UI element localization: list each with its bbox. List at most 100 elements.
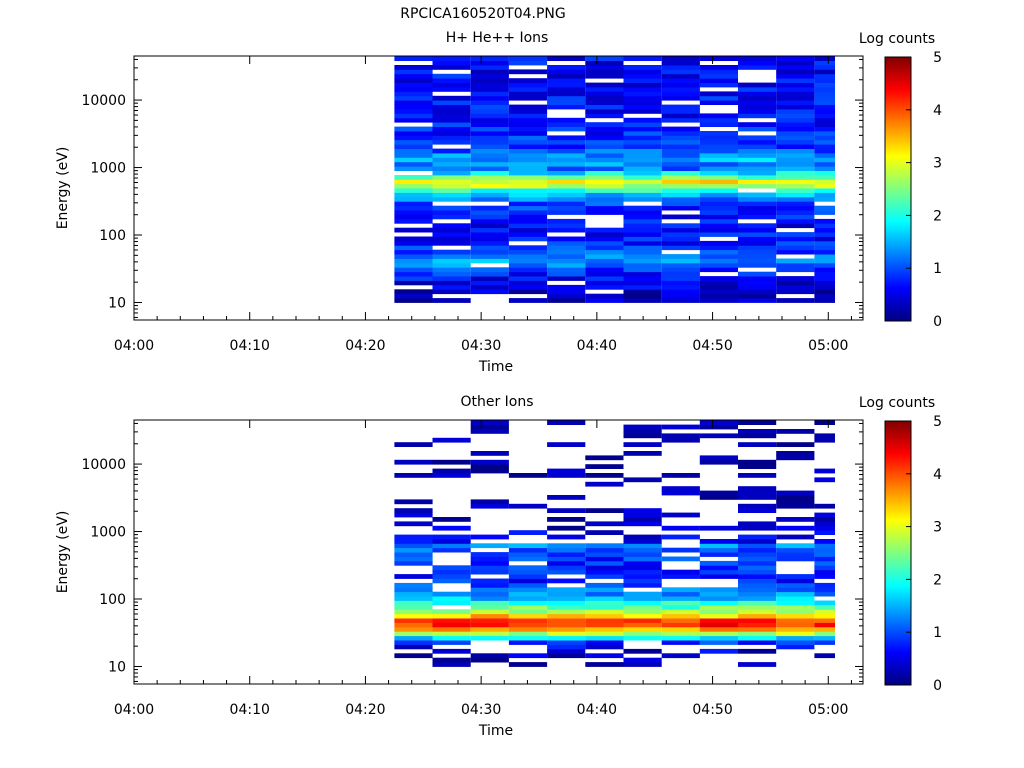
spectrogram-cell — [699, 113, 738, 119]
spectrogram-cell — [547, 254, 586, 259]
spectrogram-cell — [508, 262, 548, 268]
spectrogram-cell — [585, 166, 624, 171]
spectrogram-cell — [699, 495, 738, 500]
spectrogram-cell — [738, 258, 777, 264]
spectrogram-cell — [661, 183, 700, 189]
spectrogram-cell — [661, 179, 700, 185]
spectrogram-cell — [585, 293, 624, 299]
y-tick-label: 100 — [99, 228, 126, 244]
spectrogram-cell — [547, 188, 586, 193]
spectrogram-cell — [738, 613, 777, 619]
spectrogram-cell — [699, 78, 738, 83]
spectrogram-cell — [547, 473, 586, 478]
spectrogram-cell — [661, 280, 700, 286]
spectrogram-cell — [470, 657, 509, 663]
spectrogram-cell — [623, 166, 662, 171]
spectrogram-cell — [776, 144, 815, 149]
panel-title: H+ He++ Ions — [446, 30, 549, 46]
spectrogram-cell — [814, 91, 835, 97]
spectrogram-cell — [394, 126, 433, 132]
spectrogram-cell — [661, 78, 700, 83]
spectrogram-cell — [470, 188, 509, 193]
spectrogram-cell — [508, 205, 548, 211]
spectrogram-cell — [432, 126, 471, 132]
spectrogram-cell — [623, 556, 662, 562]
spectrogram-cell — [470, 153, 509, 158]
spectrogram-cell — [623, 613, 662, 619]
axes: 04:00 04:10 04:20 04:30 04:40 04:50 05:00 10 100… — [81, 56, 863, 354]
spectrogram-cell — [394, 73, 433, 79]
spectrogram-cell — [661, 254, 700, 259]
spectrogram-cell — [776, 232, 815, 237]
spectrogram-cell — [623, 517, 662, 522]
spectrogram-cell — [661, 490, 700, 496]
spectrogram-cell — [814, 503, 835, 509]
spectrogram-cell — [394, 249, 433, 255]
spectrogram-cell — [776, 635, 815, 641]
spectrogram-cell — [508, 117, 548, 123]
colorbar-tick-label: 3 — [933, 520, 942, 536]
spectrogram-cell — [585, 631, 624, 637]
spectrogram-cell — [623, 271, 662, 277]
spectrogram-cell — [623, 210, 662, 215]
spectrogram-cell — [776, 591, 815, 597]
spectrogram-cell — [738, 65, 777, 70]
spectrogram-cell — [699, 459, 738, 465]
spectrogram-cell — [585, 69, 624, 75]
spectrogram-cell — [661, 69, 700, 75]
spectrogram-cell — [508, 258, 548, 264]
spectrogram-cell — [814, 420, 835, 425]
spectrogram-cell — [432, 95, 471, 101]
spectrogram-cell — [508, 635, 548, 641]
spectrogram-cell — [738, 104, 777, 110]
spectrogram-cell — [738, 534, 777, 540]
spectrogram-cell — [738, 565, 777, 571]
x-tick-label: 04:00 — [114, 702, 154, 718]
spectrogram-cell — [623, 547, 662, 553]
spectrogram-cell — [776, 113, 815, 119]
spectrogram-cell — [508, 183, 548, 189]
x-tick-label: 04:00 — [114, 338, 154, 354]
spectrogram-cell — [585, 126, 624, 132]
spectrogram-cell — [547, 644, 586, 650]
spectrogram-cell — [623, 648, 662, 654]
spectrogram-cell — [623, 223, 662, 229]
spectrogram-cell — [585, 254, 624, 259]
spectrogram-cell — [623, 574, 662, 579]
spectrogram-cell — [776, 56, 815, 61]
spectrogram-cell — [814, 60, 835, 66]
spectrogram-cell — [585, 591, 624, 597]
spectrogram-cell — [776, 205, 815, 211]
spectrogram-cell — [661, 135, 700, 141]
spectrogram-cell — [547, 622, 586, 628]
spectrogram-cell — [508, 245, 548, 251]
spectrogram-cell — [738, 87, 777, 92]
spectrogram-cell — [623, 157, 662, 163]
spectrogram-cell — [508, 201, 548, 207]
spectrogram-cell — [661, 148, 700, 154]
spectrogram-cell — [432, 437, 471, 443]
spectrogram-cell — [432, 100, 471, 105]
panel-title: Other Ions — [460, 394, 533, 410]
spectrogram-cell — [547, 153, 586, 158]
spectrogram-cell — [547, 223, 586, 229]
spectrogram-cell — [623, 293, 662, 299]
spectrogram-cell — [547, 218, 586, 224]
spectrogram-cell — [623, 175, 662, 180]
spectrogram-cell — [432, 271, 471, 277]
spectrogram-cell — [432, 82, 471, 88]
spectrogram-cell — [432, 139, 471, 145]
spectrogram-cell — [814, 280, 835, 286]
spectrogram-cell — [394, 552, 433, 557]
spectrogram-cell — [776, 170, 815, 176]
spectrogram-cell — [585, 276, 624, 281]
spectrogram-cell — [547, 65, 586, 70]
spectrogram-cell — [776, 240, 815, 246]
spectrogram-cell — [508, 271, 548, 277]
spectrogram-cell — [508, 161, 548, 167]
spectrogram-cell — [585, 609, 624, 615]
y-axis-label: Energy (eV) — [55, 511, 71, 594]
spectrogram-cell — [814, 117, 835, 123]
spectrogram-cell — [623, 144, 662, 149]
spectrogram-cell — [585, 170, 624, 176]
